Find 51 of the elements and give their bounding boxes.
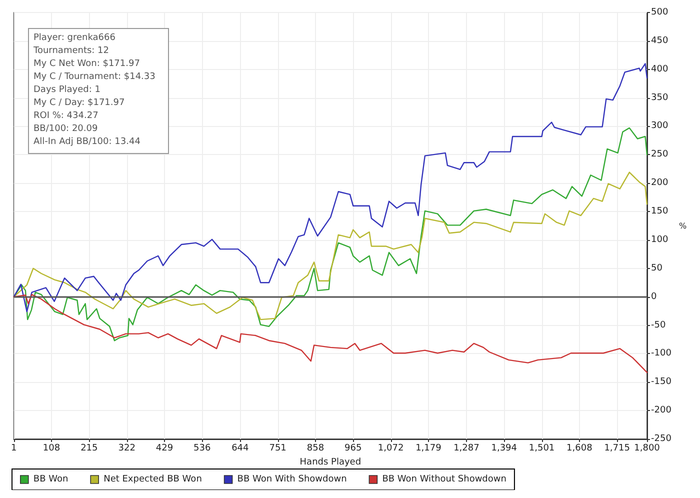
x-tick-label: 1,394 (491, 444, 518, 454)
x-axis-title: Hands Played (300, 457, 362, 468)
annotation: Days Played: 1 (34, 85, 100, 95)
y-tick-label: 400 (651, 64, 668, 74)
y-tick-label: 300 (651, 121, 668, 132)
y-tick-label: 250 (651, 150, 668, 160)
y-tick-label: -50 (651, 320, 666, 330)
x-tick-label: 1 (10, 444, 17, 454)
line-series (13, 294, 648, 374)
x-tick-label: 536 (194, 444, 212, 454)
legend-label: Net Expected BB Won (104, 474, 202, 484)
y-tick-label: 50 (651, 263, 663, 274)
line-series (13, 172, 648, 320)
annotation: Player: grenka666 (34, 33, 116, 43)
y-axis-title: % (679, 221, 687, 230)
annotation: Tournaments: 12 (32, 46, 110, 56)
y-tick-label: 100 (651, 234, 668, 245)
annotation: My C Net Won: $171.97 (34, 59, 140, 69)
annotation: BB/100: 20.09 (34, 124, 98, 134)
legend-label: BB Won (33, 474, 68, 484)
y-tick-label: -150 (651, 377, 672, 388)
x-tick-label: 322 (118, 444, 136, 454)
x-tick-label: 1,501 (528, 444, 555, 454)
x-tick-label: 644 (232, 444, 250, 454)
x-tick-label: 1,715 (604, 444, 630, 454)
x-tick-label: 1,072 (378, 444, 404, 454)
y-tick-label: 200 (651, 178, 668, 188)
legend-label: BB Won With Showdown (237, 474, 347, 484)
y-tick-label: 350 (651, 92, 668, 103)
y-tick-label: 500 (651, 8, 668, 18)
x-tick-label: 1,608 (566, 444, 593, 454)
y-tick-label: 0 (651, 292, 657, 302)
legend-label: BB Won Without Showdown (382, 474, 506, 484)
x-tick-label: 858 (306, 444, 324, 454)
y-tick-label: -200 (651, 406, 672, 416)
annotation: My C / Tournament: $14.33 (34, 72, 156, 82)
annotation: All-In Adj BB/100: 13.44 (34, 137, 141, 147)
y-tick-label: -100 (651, 348, 672, 359)
y-tick-label: 450 (651, 36, 668, 46)
x-tick-label: 751 (269, 444, 286, 454)
x-tick-label: 108 (42, 444, 60, 454)
annotation: ROI %: 434.27 (34, 111, 98, 121)
y-tick-label: -250 (651, 434, 672, 444)
annotation: My C / Day: $171.97 (34, 98, 125, 108)
x-tick-label: 1,287 (454, 444, 480, 454)
x-tick-label: 1,800 (634, 444, 660, 454)
x-tick-label: 1,179 (416, 444, 442, 454)
y-tick-label: 150 (651, 206, 668, 217)
x-tick-label: 215 (80, 444, 98, 454)
x-tick-label: 429 (156, 444, 174, 454)
x-tick-label: 965 (344, 444, 362, 454)
